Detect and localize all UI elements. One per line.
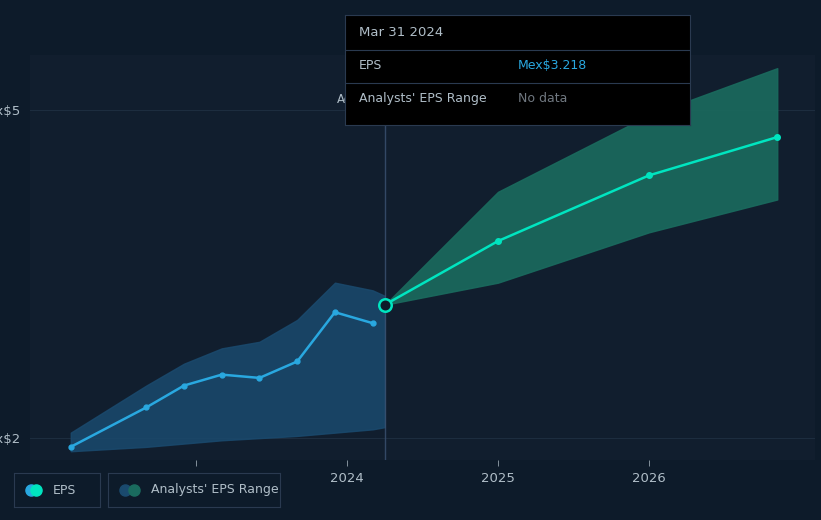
Text: Analysts Forecasts: Analysts Forecasts <box>396 93 505 106</box>
Text: EPS: EPS <box>53 484 76 497</box>
Text: No data: No data <box>517 92 566 105</box>
Text: Mar 31 2024: Mar 31 2024 <box>359 26 443 39</box>
Text: Actual: Actual <box>337 93 374 106</box>
Text: Analysts' EPS Range: Analysts' EPS Range <box>359 92 486 105</box>
Text: EPS: EPS <box>359 59 382 72</box>
Text: Mex$3.218: Mex$3.218 <box>517 59 587 72</box>
Text: Analysts' EPS Range: Analysts' EPS Range <box>151 484 278 497</box>
